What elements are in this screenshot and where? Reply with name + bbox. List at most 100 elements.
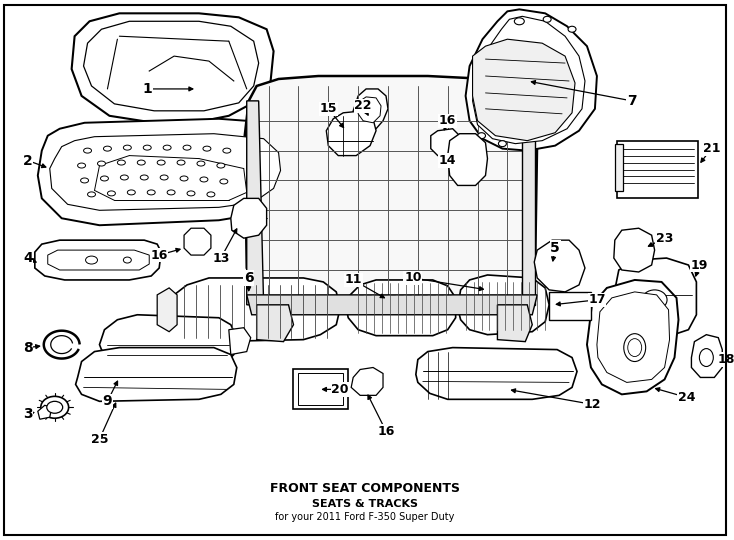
Text: 16: 16 <box>377 424 395 437</box>
Polygon shape <box>346 280 456 336</box>
Text: 18: 18 <box>718 353 734 366</box>
Polygon shape <box>587 280 678 394</box>
Polygon shape <box>257 305 294 342</box>
Polygon shape <box>50 134 280 210</box>
Ellipse shape <box>200 177 208 182</box>
Text: SEATS & TRACKS: SEATS & TRACKS <box>312 499 418 509</box>
Ellipse shape <box>160 175 168 180</box>
Ellipse shape <box>157 160 165 165</box>
Text: 2: 2 <box>23 153 33 167</box>
Text: for your 2011 Ford F-350 Super Duty: for your 2011 Ford F-350 Super Duty <box>275 512 455 522</box>
Ellipse shape <box>84 148 92 153</box>
Polygon shape <box>691 335 722 377</box>
Polygon shape <box>38 406 51 419</box>
Polygon shape <box>416 348 577 400</box>
Polygon shape <box>84 21 258 111</box>
Ellipse shape <box>98 161 106 166</box>
Ellipse shape <box>101 176 109 181</box>
Polygon shape <box>457 275 549 335</box>
Bar <box>299 374 344 406</box>
Polygon shape <box>72 14 274 123</box>
Ellipse shape <box>197 161 205 166</box>
Text: 7: 7 <box>627 94 636 108</box>
Ellipse shape <box>123 257 131 263</box>
Ellipse shape <box>568 26 576 32</box>
Text: 25: 25 <box>91 433 108 446</box>
Polygon shape <box>48 250 149 270</box>
Ellipse shape <box>148 190 155 195</box>
Ellipse shape <box>220 179 228 184</box>
Polygon shape <box>431 129 459 156</box>
Polygon shape <box>597 292 669 382</box>
Polygon shape <box>351 89 388 131</box>
Ellipse shape <box>87 192 95 197</box>
Polygon shape <box>473 16 585 144</box>
Ellipse shape <box>120 175 128 180</box>
Ellipse shape <box>543 16 551 22</box>
Ellipse shape <box>624 334 646 361</box>
Ellipse shape <box>223 148 230 153</box>
Ellipse shape <box>103 146 112 151</box>
Polygon shape <box>247 101 264 305</box>
Ellipse shape <box>167 190 175 195</box>
Polygon shape <box>614 258 697 338</box>
Polygon shape <box>448 134 487 185</box>
Ellipse shape <box>498 140 506 147</box>
Ellipse shape <box>478 133 485 139</box>
Bar <box>617 140 698 198</box>
Ellipse shape <box>86 256 98 264</box>
Polygon shape <box>465 9 597 151</box>
Text: 8: 8 <box>23 341 33 355</box>
Ellipse shape <box>217 163 225 168</box>
Text: 14: 14 <box>439 154 457 167</box>
Polygon shape <box>327 111 376 156</box>
Polygon shape <box>34 240 161 280</box>
Polygon shape <box>229 328 251 355</box>
Text: 20: 20 <box>332 383 349 396</box>
Text: 17: 17 <box>588 293 606 306</box>
Polygon shape <box>157 288 177 332</box>
Polygon shape <box>351 368 383 395</box>
Ellipse shape <box>515 18 524 25</box>
Polygon shape <box>76 348 237 401</box>
Polygon shape <box>247 295 537 315</box>
Text: 9: 9 <box>103 394 112 408</box>
Text: 21: 21 <box>702 142 720 155</box>
Bar <box>294 369 348 409</box>
Bar <box>615 144 622 191</box>
Text: 11: 11 <box>344 273 362 286</box>
Ellipse shape <box>107 191 115 196</box>
Polygon shape <box>614 228 655 272</box>
Polygon shape <box>534 240 585 292</box>
Ellipse shape <box>41 396 69 419</box>
Ellipse shape <box>207 192 215 197</box>
Ellipse shape <box>81 178 89 183</box>
Text: 1: 1 <box>142 82 152 96</box>
Polygon shape <box>244 76 537 310</box>
Ellipse shape <box>628 339 642 356</box>
Ellipse shape <box>47 401 62 413</box>
Text: 5: 5 <box>550 241 560 255</box>
Polygon shape <box>100 315 237 369</box>
Text: 19: 19 <box>691 259 708 272</box>
Text: 23: 23 <box>656 232 673 245</box>
Ellipse shape <box>137 160 145 165</box>
Polygon shape <box>473 39 575 140</box>
Ellipse shape <box>127 190 135 195</box>
Ellipse shape <box>187 191 195 196</box>
Ellipse shape <box>143 145 151 150</box>
Polygon shape <box>498 305 532 342</box>
Text: 15: 15 <box>319 103 337 116</box>
Ellipse shape <box>163 145 171 150</box>
Text: 24: 24 <box>677 391 695 404</box>
Polygon shape <box>358 97 381 123</box>
Text: 16: 16 <box>150 248 168 261</box>
Ellipse shape <box>140 175 148 180</box>
Text: 12: 12 <box>584 398 600 411</box>
Ellipse shape <box>123 145 131 150</box>
Ellipse shape <box>203 146 211 151</box>
Polygon shape <box>169 278 341 342</box>
Text: 13: 13 <box>212 252 230 265</box>
Polygon shape <box>38 119 300 225</box>
Ellipse shape <box>700 349 713 367</box>
